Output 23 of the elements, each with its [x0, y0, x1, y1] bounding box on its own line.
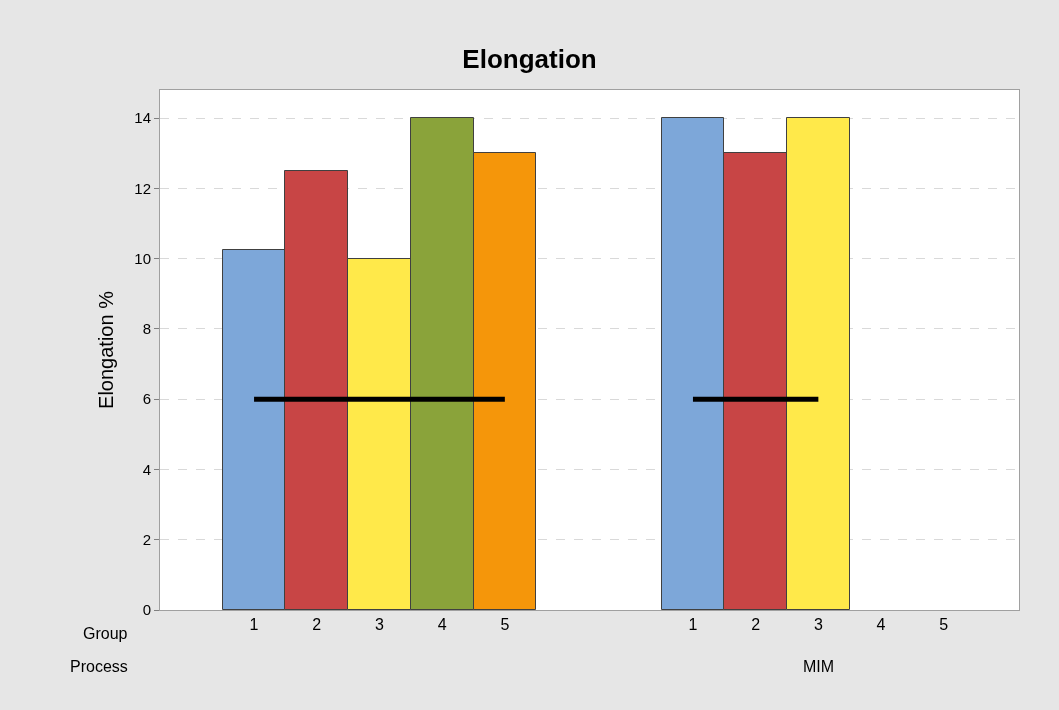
x-tick-label: 3 — [813, 616, 823, 634]
y-tick-label: 0 — [142, 601, 151, 619]
x-tick-label: 3 — [375, 616, 384, 634]
x-tick-label: 5 — [939, 616, 949, 634]
text: MIM — [803, 658, 835, 675]
x-tick-label: 4 — [876, 616, 886, 634]
y-axis-title: Elongation % — [94, 290, 117, 409]
x-tick-label: 2 — [751, 616, 761, 634]
y-tick-label: 14 — [134, 109, 151, 127]
y-tick-label: 4 — [142, 460, 151, 478]
y-tick-label: 12 — [134, 179, 151, 197]
y-tick-label: 10 — [134, 249, 151, 267]
x-tick-label: 2 — [312, 616, 322, 634]
y-tick-label: 2 — [142, 530, 151, 548]
y-tick-label: 8 — [142, 320, 151, 338]
y-tick-label: 6 — [142, 390, 151, 408]
chart-title: Elongation — [462, 43, 597, 74]
x-tick-label: 1 — [249, 616, 259, 634]
text: Process — [70, 658, 128, 675]
x-tick-label: 4 — [437, 616, 447, 634]
text: Group — [83, 625, 128, 642]
x-tick-label: 1 — [688, 616, 698, 634]
x-tick-label: 5 — [500, 616, 510, 634]
